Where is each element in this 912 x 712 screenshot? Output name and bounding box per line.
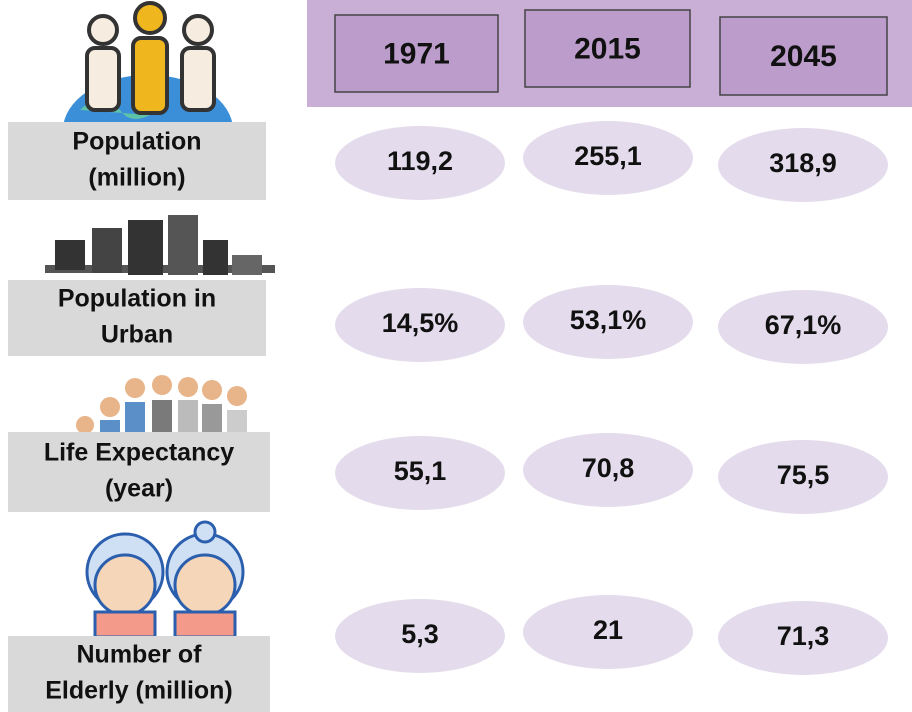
value-text: 67,1% <box>765 310 842 340</box>
value-ellipse <box>523 121 693 195</box>
value-text: 70,8 <box>582 453 635 483</box>
value-text: 119,2 <box>387 146 453 176</box>
year-label: 2045 <box>770 40 837 73</box>
value-text: 53,1% <box>570 305 647 335</box>
value-text: 71,3 <box>777 621 830 651</box>
value-ellipse <box>335 599 505 673</box>
value-ellipse <box>718 440 888 514</box>
value-ellipse <box>335 288 505 362</box>
elderly-icon <box>85 520 245 639</box>
year-label: 2015 <box>574 32 641 65</box>
value-ellipse <box>718 601 888 675</box>
year-box <box>524 9 691 88</box>
value-ellipse <box>523 595 693 669</box>
row-label: Urban <box>101 321 173 349</box>
buildings-icon <box>45 215 275 275</box>
value-ellipse <box>335 436 505 510</box>
value-text: 255,1 <box>574 141 642 171</box>
value-ellipse <box>718 128 888 202</box>
row-label: Population in <box>58 285 216 313</box>
value-text: 55,1 <box>394 456 447 486</box>
value-ellipse <box>523 285 693 359</box>
year-label: 1971 <box>383 37 450 70</box>
value-text: 21 <box>593 615 623 645</box>
row-label-box <box>8 636 270 712</box>
row-label: Population <box>72 128 201 156</box>
value-text: 75,5 <box>777 460 830 490</box>
value-ellipse <box>523 433 693 507</box>
row-label: (year) <box>105 475 173 503</box>
value-ellipse <box>335 126 505 200</box>
row-label-box <box>8 280 266 356</box>
value-text: 14,5% <box>382 308 459 338</box>
row-label: Elderly (million) <box>45 677 233 705</box>
value-text: 318,9 <box>769 148 837 178</box>
row-label-box <box>8 432 270 512</box>
year-box <box>334 14 499 93</box>
value-text: 5,3 <box>401 619 439 649</box>
row-label-box <box>8 122 266 200</box>
value-ellipse <box>718 290 888 364</box>
year-box <box>719 16 888 96</box>
row-label: Life Expectancy <box>44 439 234 467</box>
row-label: Number of <box>77 641 203 669</box>
row-label: (million) <box>88 164 185 192</box>
